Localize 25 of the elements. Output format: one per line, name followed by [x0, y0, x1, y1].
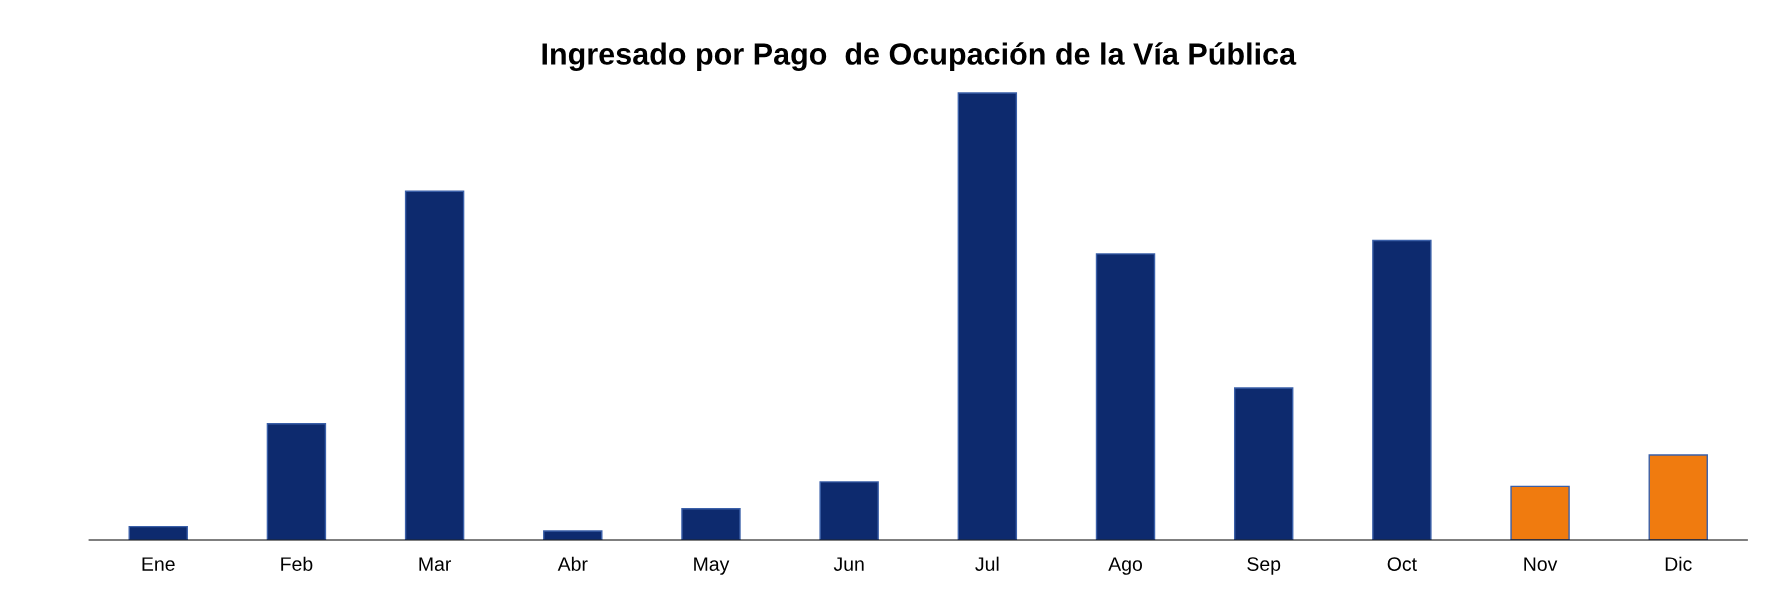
bar — [1648, 454, 1708, 540]
bar — [1372, 239, 1432, 540]
bar — [1510, 485, 1570, 540]
x-tick-label: Jun — [833, 557, 864, 571]
x-tick-label: Abr — [557, 556, 588, 571]
bar — [1233, 387, 1294, 540]
x-tick-label: Feb — [281, 556, 313, 571]
x-tick-label: Sep — [1247, 557, 1281, 575]
x-tick-label: Oct — [1387, 557, 1417, 571]
x-tick-label: Ene — [142, 557, 175, 571]
x-tick-label: Nov — [1524, 557, 1558, 571]
x-tick-label: Jul — [975, 556, 999, 571]
x-tick-label: Ago — [1108, 557, 1142, 575]
bar — [957, 92, 1018, 540]
x-tick-label: Dic — [1665, 556, 1692, 571]
bar — [128, 525, 188, 540]
bar — [543, 530, 603, 540]
x-tick-label: May — [694, 557, 730, 575]
bar — [404, 190, 465, 540]
bar — [819, 481, 879, 540]
bar — [681, 508, 741, 540]
bar — [1095, 253, 1156, 540]
x-tick-label: Mar — [419, 557, 452, 571]
chart-title: Ingresado por Pago de Ocupación de la Vía Pública — [542, 42, 1297, 72]
bar — [266, 423, 327, 540]
